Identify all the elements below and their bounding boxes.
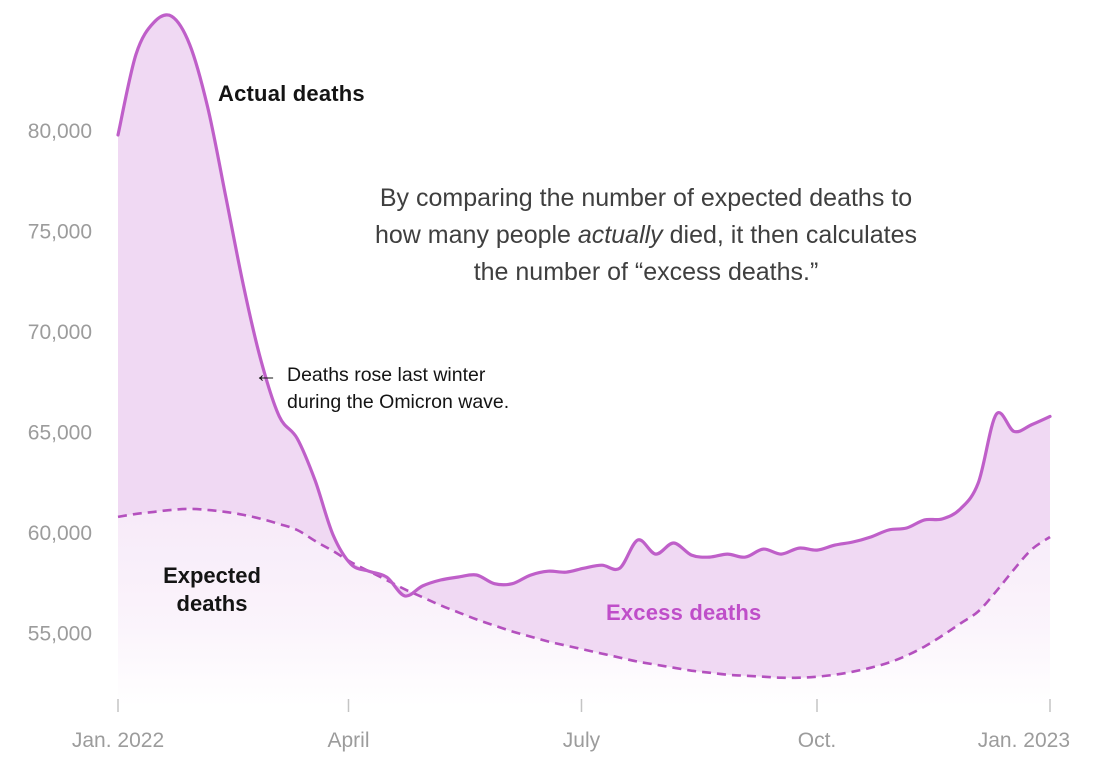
y-axis-label: 75,000 [28, 221, 92, 244]
y-axis-label: 55,000 [28, 623, 92, 646]
expected-deaths-label-line-1: Expected [163, 563, 261, 588]
y-axis-label: 65,000 [28, 422, 92, 445]
left-arrow-icon: ← [254, 361, 278, 388]
explainer-line-2: how many people actually died, it then c… [246, 217, 1046, 254]
x-axis-label: Jan. 2023 [978, 729, 1070, 752]
x-axis-label: Oct. [798, 729, 837, 752]
explainer-line-2-pre: how many people [375, 221, 578, 249]
expected-deaths-underfill [118, 508, 1050, 706]
excess-deaths-label: Excess deaths [606, 600, 762, 625]
expected-deaths-label: Expected deaths [137, 562, 287, 618]
y-axis-label: 80,000 [28, 120, 92, 143]
omicron-annotation-text: Deaths rose last winter during the Omicr… [287, 362, 509, 416]
explainer-text: By comparing the number of expected deat… [246, 180, 1046, 291]
explainer-line-1: By comparing the number of expected deat… [379, 184, 913, 212]
x-axis-label: Jan. 2022 [72, 729, 164, 752]
explainer-line-3: the number of “excess deaths.” [473, 258, 819, 286]
expected-deaths-line [117, 507, 1051, 680]
actual-deaths-line [116, 13, 1052, 598]
x-axis-label: July [563, 729, 601, 752]
actual-deaths-label: Actual deaths [218, 81, 365, 106]
y-axis-label: 60,000 [28, 522, 92, 545]
explainer-line-2-post: died, it then calculates [662, 221, 917, 249]
y-axis-label: 70,000 [28, 321, 92, 344]
excess-deaths-fill [118, 14, 1050, 678]
omicron-line-1: Deaths rose last winter [287, 364, 486, 386]
explainer-line-2-italic: actually [577, 221, 663, 249]
omicron-annotation: ← Deaths rose last winter during the Omi… [254, 362, 509, 416]
x-axis-label: April [327, 729, 369, 752]
omicron-line-2: during the Omicron wave. [287, 391, 510, 413]
expected-deaths-label-line-2: deaths [176, 591, 248, 616]
